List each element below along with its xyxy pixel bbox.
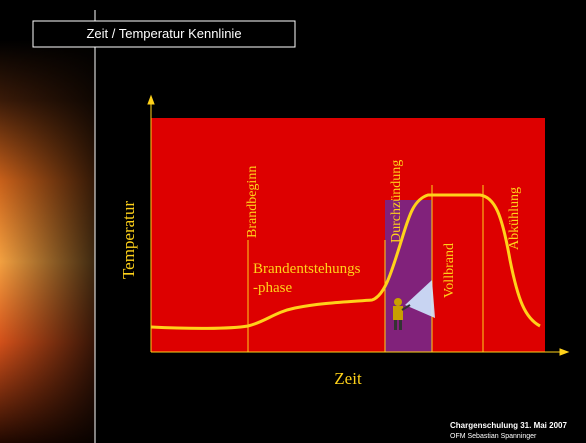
slide: Zeit / Temperatur Kennlinie Temperatur Z… <box>0 0 586 443</box>
phase-label: Abkühlung <box>507 187 522 250</box>
phase-label: Vollbrand <box>442 243 457 298</box>
phase-label: Brandbeginn <box>245 166 260 238</box>
plot-area <box>151 118 545 352</box>
title: Zeit / Temperatur Kennlinie <box>86 26 241 41</box>
phase-text: Brandentstehungs <box>253 261 361 277</box>
y-axis-label: Temperatur <box>119 201 138 279</box>
phase-text: -phase <box>253 280 292 296</box>
footer-event: Chargenschulung 31. Mai 2007 <box>450 421 567 430</box>
x-axis-label: Zeit <box>334 369 362 388</box>
phase-label: Durchzündung <box>389 160 404 243</box>
fire-shade <box>0 40 95 443</box>
footer-author: OFM Sebastian Spanninger <box>450 433 537 440</box>
